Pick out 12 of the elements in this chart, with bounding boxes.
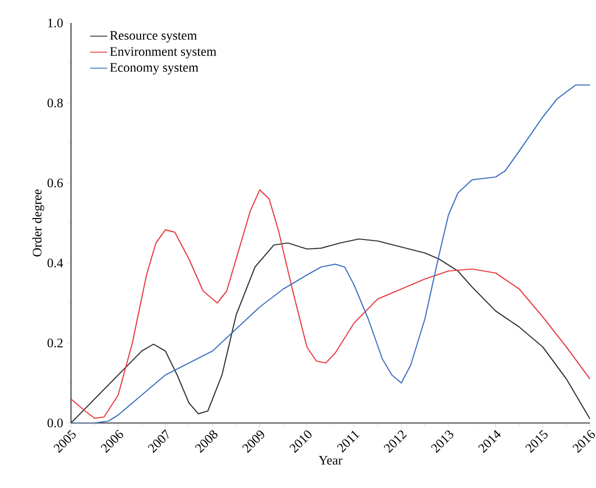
- y-tick-label: 0.2: [48, 338, 63, 348]
- y-axis-title: Order degree: [32, 189, 44, 256]
- legend-label: Environment system: [110, 47, 216, 59]
- y-tick-label: 0.8: [48, 98, 63, 108]
- y-tick-label: 1.0: [48, 18, 63, 28]
- x-tick-label: 2011: [336, 430, 360, 453]
- y-tick-label: 0.4: [48, 258, 64, 268]
- y-tick-label: 0.0: [48, 418, 63, 428]
- legend-label: Resource system: [110, 31, 197, 42]
- x-axis-title: Year: [318, 456, 342, 465]
- legend-label: Economy system: [110, 63, 198, 74]
- y-tick-label: 0.6: [48, 178, 63, 188]
